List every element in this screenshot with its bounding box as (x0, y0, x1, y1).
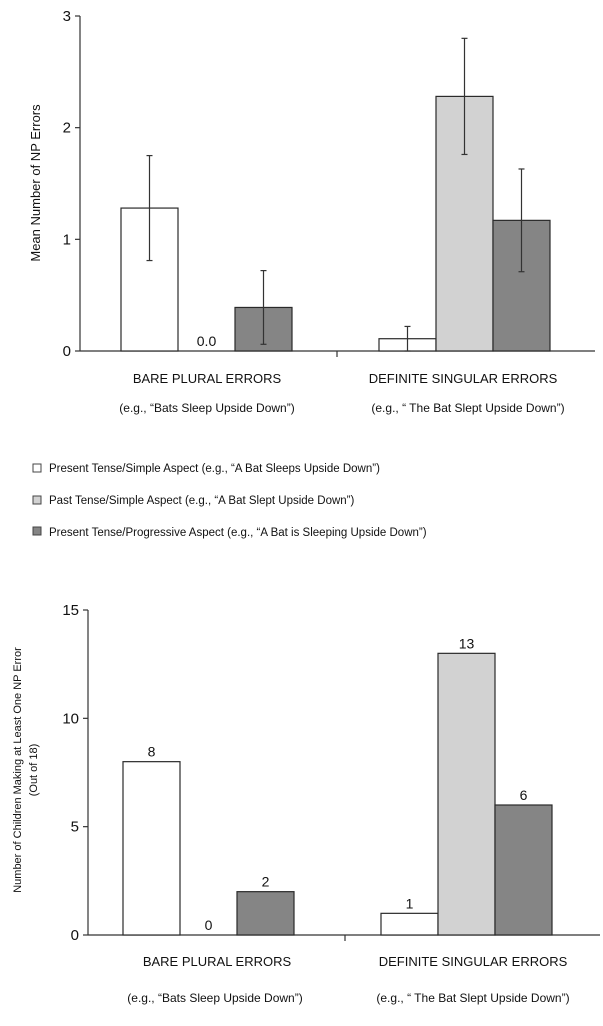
chart2-bar-bare-plural-present-progressive (236, 891, 295, 936)
legend-swatch-present-progressive (32, 526, 42, 536)
chart2-y-tick-label: 10 (62, 710, 79, 727)
chart1-category-example-bare-plural: (e.g., “Bats Sleep Upside Down”) (119, 401, 294, 415)
chart2-data-label-bare-plural-past-simple: 0 (205, 917, 213, 933)
chart2-y-tick-label: 5 (71, 819, 79, 836)
chart1-y-tick-label: 0 (63, 343, 71, 360)
chart2-category-example-definite-singular: (e.g., “ The Bat Slept Upside Down”) (376, 991, 569, 1005)
chart2-category-label-definite-singular: DEFINITE SINGULAR ERRORS (379, 954, 568, 969)
legend: Present Tense/Simple Aspect (e.g., “A Ba… (32, 463, 427, 539)
chart2-data-label-definite-singular-present-simple: 1 (406, 895, 414, 911)
chart2-category-example-bare-plural: (e.g., “Bats Sleep Upside Down”) (127, 991, 302, 1005)
chart1-data-label-bare-plural-past-simple: 0.0 (197, 333, 217, 349)
chart1-y-tick-label: 1 (63, 231, 71, 248)
legend-label-present-progressive: Present Tense/Progressive Aspect (e.g., … (49, 527, 427, 539)
chart2-bar-definite-singular-present-progressive (494, 804, 553, 936)
legend-label-present-simple: Present Tense/Simple Aspect (e.g., “A Ba… (49, 463, 380, 475)
chart2-category-label-bare-plural: BARE PLURAL ERRORS (143, 954, 292, 969)
chart2-data-label-bare-plural-present-progressive: 2 (262, 874, 270, 890)
legend-swatch-past-simple (32, 495, 42, 505)
chart2-bar-bare-plural-present-simple (122, 761, 181, 936)
chart1-y-tick-label: 2 (63, 120, 71, 137)
chart2-bar-definite-singular-present-simple (380, 912, 439, 936)
legend-item-present-progressive: Present Tense/Progressive Aspect (e.g., … (32, 526, 427, 539)
chart2-data-label-definite-singular-past-simple: 13 (459, 635, 475, 651)
chart-children-with-np-error: Number of Children Making at Least One N… (12, 602, 600, 1005)
chart2-y-axis-label-secondary: (Out of 18) (28, 744, 40, 797)
chart1-category-example-definite-singular: (e.g., “ The Bat Slept Upside Down”) (371, 401, 564, 415)
legend-item-past-simple: Past Tense/Simple Aspect (e.g., “A Bat S… (32, 495, 354, 507)
chart1-y-axis-label: Mean Number of NP Errors (28, 104, 43, 262)
chart-mean-np-errors: Mean Number of NP Errors 0 1 2 3 0.0 BARE P… (28, 8, 595, 415)
legend-swatch-present-simple (32, 463, 42, 473)
chart2-y-tick-label: 0 (71, 927, 79, 944)
legend-item-present-simple: Present Tense/Simple Aspect (e.g., “A Ba… (32, 463, 380, 475)
chart2-data-label-bare-plural-present-simple: 8 (148, 744, 156, 760)
chart2-bar-definite-singular-past-simple (437, 652, 496, 936)
legend-label-past-simple: Past Tense/Simple Aspect (e.g., “A Bat S… (49, 495, 354, 507)
chart2-data-label-definite-singular-present-progressive: 6 (520, 787, 528, 803)
chart1-y-tick-label: 3 (63, 8, 71, 25)
chart1-category-label-bare-plural: BARE PLURAL ERRORS (133, 371, 282, 386)
chart2-y-axis-label: Number of Children Making at Least One N… (12, 647, 24, 893)
chart2-y-tick-label: 15 (62, 602, 79, 619)
chart1-category-label-definite-singular: DEFINITE SINGULAR ERRORS (369, 371, 558, 386)
